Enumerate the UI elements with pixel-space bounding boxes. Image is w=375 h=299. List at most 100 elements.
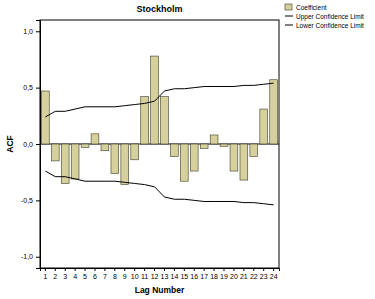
x-tick-mark [253, 268, 254, 271]
legend-swatch [285, 16, 293, 17]
x-tick: 13 [161, 268, 169, 280]
y-tick-label: 1,0 [23, 28, 33, 35]
x-tick: 7 [103, 268, 107, 280]
x-tick: 20 [230, 268, 238, 280]
acf-bar [220, 144, 228, 146]
x-tick-label: 8 [113, 273, 117, 280]
x-tick: 3 [63, 268, 67, 280]
x-tick: 23 [260, 268, 268, 280]
x-tick-mark [164, 268, 165, 271]
x-tick-mark [114, 268, 115, 271]
legend-label: Upper Confidence Limit [296, 13, 364, 21]
legend: Coefficient Upper Confidence LimitLower C… [285, 4, 364, 29]
legend-swatch [285, 25, 293, 26]
acf-bar [91, 134, 99, 144]
x-tick-mark [45, 268, 46, 271]
x-tick-mark [243, 268, 244, 271]
title: Stockholm [136, 4, 182, 14]
x-tick-mark [144, 268, 145, 271]
plot-frame [40, 20, 279, 268]
y-tick-mark [36, 88, 40, 89]
x-tick: 6 [93, 268, 97, 280]
acf-bar [121, 144, 129, 185]
x-tick: 8 [113, 268, 117, 280]
x-tick: 11 [141, 268, 148, 280]
y-tick: -1,0 [21, 253, 40, 260]
acf-bar [240, 144, 248, 180]
acf-bar [131, 144, 139, 160]
x-tick-mark [94, 268, 95, 271]
y-tick: 1,0 [23, 28, 40, 35]
x-tick: 5 [83, 268, 87, 280]
x-tick-label: 23 [260, 273, 268, 280]
x-tick-label: 2 [53, 273, 57, 280]
legend-item: Lower Confidence Limit [285, 22, 364, 29]
acf-bar [270, 80, 278, 144]
plot: -1,0-0,50,00,51,012345678910111213141516… [21, 20, 280, 280]
x-axis-title: Lag Number [135, 285, 185, 295]
legend-label: Coefficient [296, 4, 327, 11]
x-tick: 10 [131, 268, 139, 280]
x-tick-label: 18 [210, 273, 218, 280]
x-tick-mark [273, 268, 274, 271]
acf-bar [260, 109, 268, 144]
x-tick: 21 [240, 268, 248, 280]
y-tick-mark [36, 144, 40, 145]
acf-bar [41, 91, 49, 144]
x-tick-mark [174, 268, 175, 271]
acf-bar [180, 144, 188, 181]
x-tick-label: 5 [83, 273, 87, 280]
data-layer [41, 56, 277, 205]
chart: -1,0-0,50,00,51,012345678910111213141516… [0, 0, 375, 299]
x-tick: 14 [170, 268, 178, 280]
confidence-line [45, 171, 273, 205]
legend-swatch [285, 4, 292, 10]
x-tick: 17 [200, 268, 208, 280]
x-tick: 16 [190, 268, 198, 280]
x-tick: 9 [123, 268, 127, 280]
legend-label: Lower Confidence Limit [296, 22, 364, 29]
x-tick-mark [75, 268, 76, 271]
acf-bar [200, 144, 208, 149]
x-tick-label: 12 [151, 273, 159, 280]
x-tick-label: 4 [73, 273, 77, 280]
x-tick-mark [85, 268, 86, 271]
x-tick: 22 [250, 268, 258, 280]
y-tick: 0,0 [23, 141, 40, 148]
confidence-line [45, 83, 273, 117]
acf-bar [161, 97, 169, 144]
legend-item: Coefficient [285, 4, 327, 11]
x-tick-mark [224, 268, 225, 271]
x-axis: 123456789101112131415161718192021222324 [41, 268, 280, 280]
x-tick: 15 [180, 268, 188, 280]
x-tick: 4 [73, 268, 77, 280]
acf-bar [171, 144, 179, 156]
x-tick: 2 [53, 268, 57, 280]
acf-bar [101, 144, 109, 151]
y-axis: -1,0 -0,5 0,0 0,5 1,0 [21, 21, 41, 269]
acf-bar [51, 144, 59, 161]
x-tick-label: 22 [250, 273, 258, 280]
x-tick-label: 7 [103, 273, 107, 280]
x-tick-label: 17 [200, 273, 208, 280]
legend-item: Upper Confidence Limit [285, 13, 364, 21]
x-tick-label: 6 [93, 273, 97, 280]
acf-bar [190, 144, 198, 171]
y-tick-mark [36, 200, 40, 201]
y-tick-label: -0,5 [21, 197, 33, 204]
x-tick-label: 15 [180, 273, 188, 280]
x-tick-mark [204, 268, 205, 271]
x-tick-label: 20 [230, 273, 238, 280]
x-tick-mark [154, 268, 155, 271]
x-tick: 18 [210, 268, 218, 280]
x-tick-label: 14 [170, 273, 178, 280]
x-tick-label: 19 [220, 273, 228, 280]
y-tick: 0,5 [23, 84, 40, 91]
y-tick-label: -1,0 [21, 253, 33, 260]
x-tick-label: 24 [270, 273, 278, 280]
x-tick-label: 16 [190, 273, 198, 280]
x-tick: 12 [151, 268, 159, 280]
y-axis-line [36, 21, 41, 269]
acf-bar [111, 144, 119, 173]
x-tick-label: 21 [240, 273, 248, 280]
